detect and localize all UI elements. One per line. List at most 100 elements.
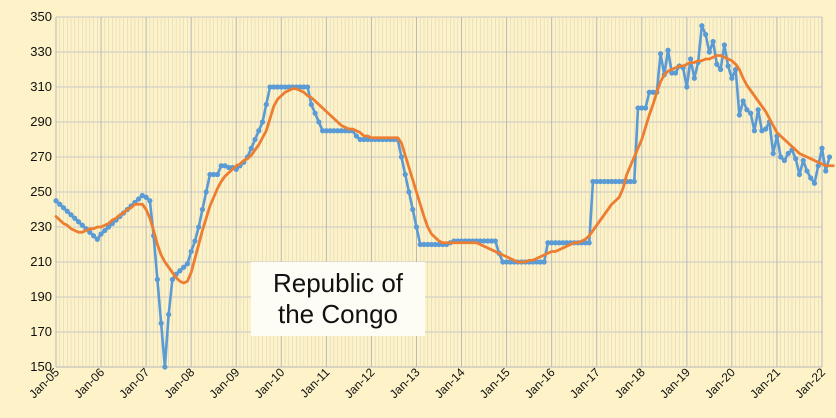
x-tick-label: Jan-17 — [567, 365, 603, 401]
monthly-point — [642, 105, 649, 111]
monthly-point — [744, 107, 750, 113]
monthly-point — [545, 240, 551, 246]
trend-series-line — [54, 54, 835, 285]
monthly-point — [188, 248, 194, 255]
x-tick-label: Jan-18 — [612, 365, 648, 401]
monthly-point — [267, 84, 273, 90]
chart-title: Republic of the Congo — [251, 262, 425, 336]
monthly-point — [507, 259, 513, 265]
monthly-point — [582, 240, 589, 246]
y-tick-label: 230 — [30, 219, 52, 234]
monthly-point — [312, 110, 318, 116]
monthly-point — [323, 128, 329, 134]
monthly-point — [631, 178, 637, 185]
monthly-point — [781, 157, 788, 164]
monthly-point — [755, 107, 761, 113]
monthly-point — [793, 156, 799, 162]
monthly-point — [703, 31, 709, 38]
grid-layer — [55, 16, 823, 368]
monthly-point — [177, 268, 183, 274]
monthly-point — [207, 171, 213, 178]
monthly-point — [102, 227, 108, 234]
y-tick-label: 210 — [30, 254, 52, 269]
monthly-point — [226, 164, 232, 171]
y-tick-label: 150 — [30, 359, 52, 374]
monthly-point — [819, 145, 825, 151]
monthly-point — [811, 180, 818, 186]
monthly-point — [564, 240, 570, 246]
monthly-point — [687, 56, 694, 62]
monthly-point — [436, 241, 442, 248]
x-tick-label: Jan-15 — [477, 365, 513, 401]
monthly-point — [320, 128, 326, 134]
monthly-point — [594, 178, 600, 185]
monthly-point — [357, 136, 363, 143]
monthly-point — [492, 238, 498, 244]
monthly-point — [601, 178, 607, 185]
monthly-point — [211, 171, 217, 178]
monthly-point — [552, 240, 559, 246]
monthly-point — [488, 238, 495, 244]
monthly-point — [627, 178, 634, 185]
monthly-point — [166, 311, 172, 318]
monthly-point — [214, 171, 221, 178]
monthly-point — [718, 66, 724, 73]
x-tick-label: Jan-09 — [207, 365, 243, 401]
monthly-point — [534, 259, 540, 265]
monthly-point — [353, 133, 359, 139]
monthly-point — [541, 259, 547, 265]
monthly-point — [72, 215, 78, 221]
monthly-point — [481, 238, 487, 244]
x-tick-label: Jan-11 — [297, 365, 332, 400]
monthly-point — [259, 119, 266, 125]
monthly-point — [477, 238, 483, 244]
monthly-point — [162, 364, 168, 370]
monthly-point — [64, 208, 70, 214]
x-tick-label: Jan-21 — [747, 365, 783, 401]
monthly-point — [361, 136, 367, 143]
monthly-point — [413, 224, 420, 230]
monthly-point — [98, 231, 104, 237]
monthly-point — [301, 84, 307, 90]
monthly-point — [560, 240, 566, 246]
monthly-point — [804, 168, 810, 174]
monthly-point — [68, 212, 74, 218]
monthly-point — [751, 128, 758, 134]
monthly-point — [736, 112, 742, 118]
monthly-point — [826, 154, 833, 160]
x-tick-label: Jan-07 — [116, 365, 152, 401]
monthly-point — [616, 178, 622, 185]
monthly-point — [342, 128, 348, 134]
monthly-point — [327, 128, 333, 134]
monthly-point — [421, 241, 427, 248]
monthly-point — [740, 98, 746, 104]
series-layer — [53, 23, 835, 370]
monthly-point — [252, 136, 258, 143]
monthly-point — [79, 222, 85, 228]
monthly-point — [338, 128, 344, 134]
monthly-point — [271, 84, 277, 90]
monthly-point — [282, 84, 288, 90]
monthly-point — [256, 128, 262, 134]
monthly-point — [605, 178, 611, 185]
monthly-point — [286, 84, 292, 90]
monthly-point — [657, 51, 664, 57]
monthly-point — [398, 154, 405, 160]
monthly-point — [650, 89, 656, 95]
monthly-point — [169, 276, 175, 283]
monthly-point — [94, 236, 100, 242]
y-tick-label: 250 — [30, 184, 52, 199]
monthly-point — [646, 89, 652, 95]
monthly-point — [75, 219, 82, 225]
monthly-point — [143, 194, 149, 200]
monthly-point — [410, 206, 416, 213]
monthly-point — [425, 241, 431, 248]
monthly-point — [57, 201, 63, 207]
monthly-point — [556, 240, 562, 246]
monthly-point — [365, 136, 371, 143]
y-tick-label: 290 — [30, 114, 52, 129]
x-tick-label: Jan-08 — [161, 365, 197, 401]
monthly-point — [196, 224, 202, 230]
